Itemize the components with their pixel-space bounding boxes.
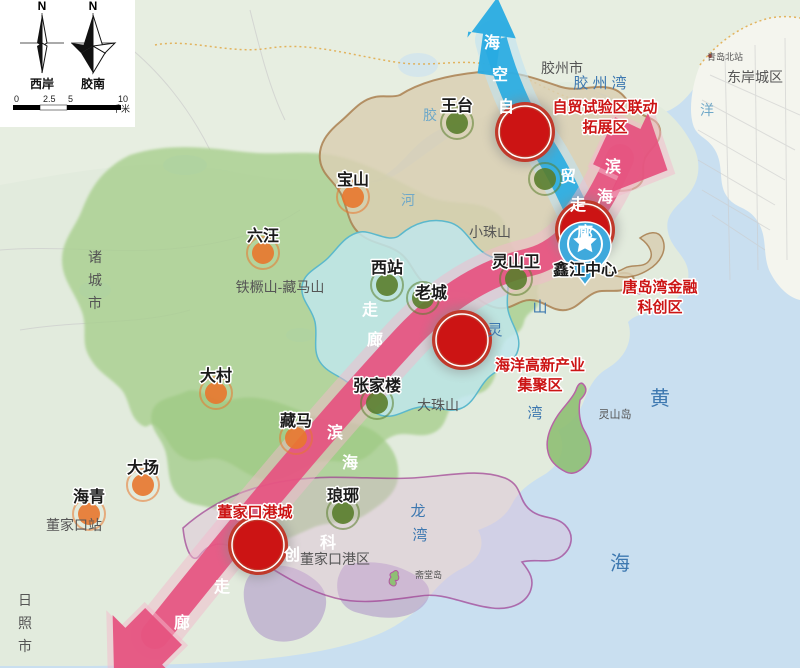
svg-text:廊: 廊 [577,223,593,242]
svg-text:湾: 湾 [527,405,542,422]
svg-text:廊: 廊 [367,330,383,349]
svg-text:大村: 大村 [200,366,232,385]
svg-text:10: 10 [118,94,128,104]
svg-text:滨: 滨 [605,157,621,176]
svg-text:海: 海 [610,552,630,575]
svg-text:空: 空 [492,65,508,84]
svg-text:诸: 诸 [88,249,102,265]
svg-text:创: 创 [283,545,300,564]
svg-text:东岸城区: 东岸城区 [727,69,783,85]
svg-text:5: 5 [68,94,73,104]
svg-text:王台: 王台 [441,96,473,115]
svg-text:河: 河 [401,192,415,208]
svg-text:照: 照 [18,615,32,631]
svg-text:张家楼: 张家楼 [353,376,401,395]
svg-text:胶州市: 胶州市 [541,60,583,76]
svg-text:胶南: 胶南 [81,76,105,91]
svg-text:大珠山: 大珠山 [417,397,459,413]
svg-text:廊: 廊 [174,613,190,632]
svg-text:龙: 龙 [410,503,425,520]
svg-text:N: N [38,0,47,13]
svg-text:董家口站: 董家口站 [46,517,102,533]
svg-text:老城: 老城 [414,283,447,302]
svg-text:海青: 海青 [73,487,105,506]
svg-text:走: 走 [361,300,378,319]
svg-text:山: 山 [532,299,547,316]
svg-text:海: 海 [484,33,500,52]
svg-text:滨: 滨 [327,423,343,442]
svg-text:黄: 黄 [650,387,670,410]
svg-text:走: 走 [213,577,230,596]
svg-text:六汪: 六汪 [247,226,279,245]
svg-text:大场: 大场 [127,458,159,477]
svg-text:湾: 湾 [412,527,427,544]
svg-text:海: 海 [597,187,613,206]
svg-text:贸: 贸 [560,167,576,186]
svg-text:西岸: 西岸 [30,76,54,91]
svg-text:琅琊: 琅琊 [327,486,359,505]
svg-text:斋堂岛: 斋堂岛 [415,569,442,580]
svg-text:宝山: 宝山 [337,170,369,189]
svg-text:铁橛山-藏马山: 铁橛山-藏马山 [236,279,325,295]
svg-text:董家口港城: 董家口港城 [217,503,292,521]
svg-text:城: 城 [88,272,102,288]
svg-text:灵山卫: 灵山卫 [492,253,540,271]
svg-text:洋: 洋 [700,102,714,118]
svg-text:青岛北站: 青岛北站 [707,51,743,62]
svg-text:西站: 西站 [371,258,403,277]
svg-text:科: 科 [320,533,336,552]
svg-text:集聚区: 集聚区 [516,376,562,394]
svg-text:自贸试验区联动: 自贸试验区联动 [552,98,657,116]
svg-text:小珠山: 小珠山 [469,224,511,240]
svg-text:灵: 灵 [487,322,502,339]
svg-text:胶: 胶 [423,107,437,123]
svg-text:走: 走 [569,195,586,214]
svg-text:藏马: 藏马 [280,411,312,430]
svg-text:0: 0 [14,94,19,104]
svg-text:鑫江中心: 鑫江中心 [552,260,617,279]
svg-text:海洋高新产业: 海洋高新产业 [495,356,585,374]
svg-text:自: 自 [498,97,514,116]
svg-text:市: 市 [88,295,102,311]
svg-text:N: N [89,0,98,13]
svg-text:董家口港区: 董家口港区 [300,551,370,567]
svg-text:海: 海 [342,453,358,472]
svg-text:拓展区: 拓展区 [582,118,627,136]
svg-text:2.5: 2.5 [43,94,56,104]
svg-text:胶 州 湾: 胶 州 湾 [573,75,626,92]
svg-text:灵山岛: 灵山岛 [599,407,632,421]
svg-text:日: 日 [18,592,32,608]
svg-text:唐岛湾金融: 唐岛湾金融 [622,278,697,296]
svg-text:科创区: 科创区 [637,298,682,316]
svg-text:市: 市 [18,638,32,654]
